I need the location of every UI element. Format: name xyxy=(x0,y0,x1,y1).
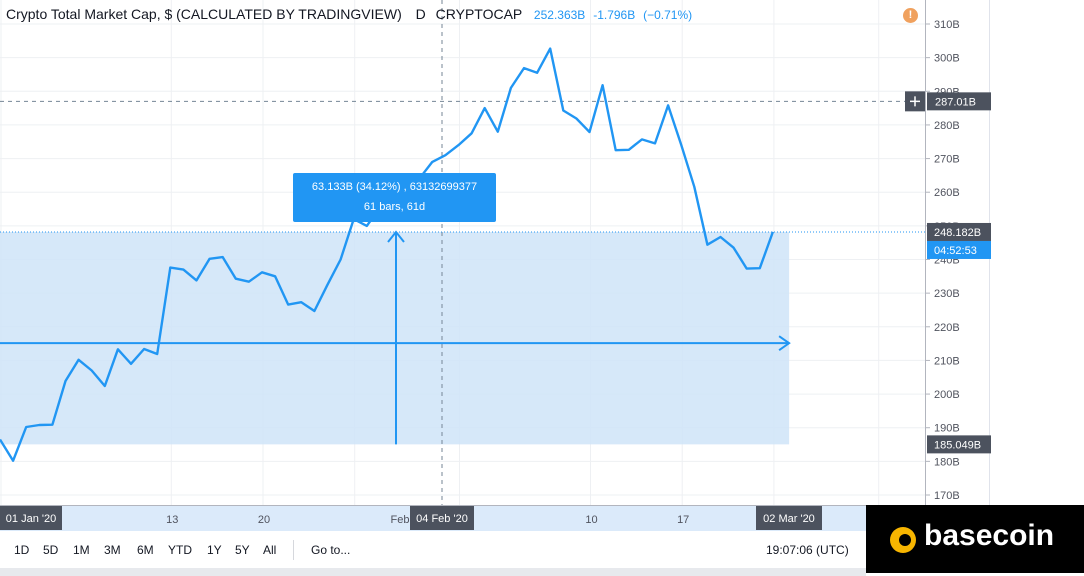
range-5y-button[interactable]: 5Y xyxy=(235,543,250,557)
symbol-label: CRYPTOCAP xyxy=(435,6,523,22)
basecoin-logo-text: basecoin xyxy=(924,519,1055,552)
countdown-label-bg xyxy=(927,240,991,259)
price-tick-label: 170B xyxy=(934,490,960,502)
change-percent: (−0.71%) xyxy=(643,8,693,22)
chart-title: Crypto Total Market Cap, $ (CALCULATED B… xyxy=(6,6,402,22)
warning-icon[interactable]: ! xyxy=(903,8,918,23)
price-tick-label: 180B xyxy=(934,456,960,468)
crosshair-price-value: 287.01B xyxy=(935,96,976,108)
bottom-toolbar: 1D 5D 1M 3M 6M YTD 1Y 5Y All Go to... 19… xyxy=(0,532,866,568)
crosshair-date-label: 04 Feb '20 xyxy=(416,513,468,525)
price-tick-label: 220B xyxy=(934,322,960,334)
range-start-date-label-bg xyxy=(0,506,62,530)
price-tick-label: 260B xyxy=(934,187,960,199)
range-5d-button[interactable]: 5D xyxy=(43,543,59,557)
time-tick-label-feb: Feb xyxy=(391,514,410,526)
low-price-label: 185.049B xyxy=(934,439,981,451)
chart-legend: Crypto Total Market Cap, $ (CALCULATED B… xyxy=(6,6,692,22)
interval-label: D xyxy=(415,6,426,22)
price-tick-label: 310B xyxy=(934,19,960,31)
price-tick-label: 270B xyxy=(934,154,960,166)
price-tick-label: 300B xyxy=(934,53,960,65)
go-to-date-button[interactable]: Go to... xyxy=(311,543,351,557)
measure-horizontal-arrowhead xyxy=(778,335,791,351)
range-3m-button[interactable]: 3M xyxy=(104,543,121,557)
last-price-value: 252.363B xyxy=(533,8,586,22)
crosshair-date-label-bg xyxy=(410,506,474,530)
price-tick-label: 280B xyxy=(934,120,960,132)
time-tick-label: 17 xyxy=(677,514,689,526)
measure-tooltip-change: 63.133B (34.12%) , 63132699377 xyxy=(311,181,478,193)
price-tick-label: 210B xyxy=(934,355,960,367)
price-tick-label: 230B xyxy=(934,288,960,300)
last-price-label-bg xyxy=(927,222,991,241)
time-tick-label: 20 xyxy=(258,514,270,526)
range-6m-button[interactable]: 6M xyxy=(137,543,154,557)
range-ytd-button[interactable]: YTD xyxy=(168,543,192,557)
basecoin-watermark: basecoin xyxy=(866,505,1084,573)
time-tick-label: 13 xyxy=(166,514,178,526)
range-1m-button[interactable]: 1M xyxy=(73,543,90,557)
range-1y-button[interactable]: 1Y xyxy=(207,543,222,557)
measure-range-area xyxy=(0,231,790,445)
countdown-label: 04:52:53 xyxy=(934,245,977,257)
range-all-button[interactable]: All xyxy=(263,543,277,557)
change-value: -1.796B xyxy=(593,8,636,22)
bottom-scrollbar[interactable] xyxy=(0,568,866,576)
time-axis-labels: Feb 01 Jan '20 04 Feb '20 02 Mar '20 xyxy=(0,506,822,530)
price-tick-label: 200B xyxy=(934,389,960,401)
last-price-label: 248.182B xyxy=(934,227,981,239)
basecoin-logo-icon xyxy=(890,527,916,553)
measure-tooltip-bars: 61 bars, 61d xyxy=(363,201,426,213)
time-tick-label: 10 xyxy=(585,514,597,526)
range-end-date-label-bg xyxy=(756,506,822,530)
crosshair-price-label-bg xyxy=(927,92,991,111)
range-start-date-label: 01 Jan '20 xyxy=(6,513,56,525)
price-tick-label: 190B xyxy=(934,423,960,435)
utc-clock[interactable]: 19:07:06 (UTC) xyxy=(766,543,849,557)
measure-tooltip: 63.133B (34.12%) , 63132699377 61 bars, … xyxy=(293,173,496,222)
measure-vertical-arrowhead xyxy=(387,230,405,243)
low-price-label-bg xyxy=(927,435,991,454)
measure-arrows xyxy=(0,230,791,445)
price-axis-labels: 287.01B 248.182B 04:52:53 185.049B xyxy=(905,91,991,454)
range-1d-button[interactable]: 1D xyxy=(14,543,30,557)
range-end-date-label: 02 Mar '20 xyxy=(763,513,815,525)
toolbar-divider xyxy=(293,540,294,560)
